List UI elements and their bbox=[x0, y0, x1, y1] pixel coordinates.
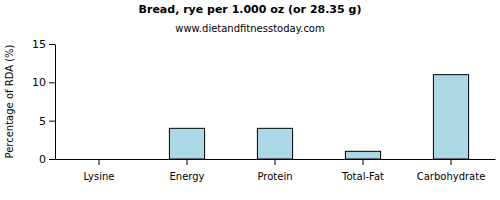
bars bbox=[169, 75, 468, 159]
y-tick-label: 10 bbox=[32, 76, 46, 89]
x-tick-mark bbox=[363, 159, 364, 165]
x-tick-label: Carbohydrate bbox=[417, 171, 486, 182]
bar bbox=[433, 75, 468, 159]
bar bbox=[169, 128, 204, 159]
x-tick-mark bbox=[99, 159, 100, 165]
x-tick: Total-Fat bbox=[341, 159, 384, 182]
x-tick-label: Energy bbox=[169, 171, 204, 182]
x-tick-label: Total-Fat bbox=[341, 171, 384, 182]
x-tick: Protein bbox=[257, 159, 292, 182]
x-tick-mark bbox=[275, 159, 276, 165]
title: Bread, rye per 1.000 oz (or 28.35 g) bbox=[139, 3, 362, 16]
y-tick: 0 bbox=[39, 153, 55, 166]
y-axis: 0 5 10 15 bbox=[32, 38, 56, 166]
plot: 0 5 10 15 Lysine Energy Protein Total-Fat Carboh… bbox=[32, 38, 496, 182]
bar bbox=[345, 151, 380, 159]
x-axis: Lysine Energy Protein Total-Fat Carbohydrate bbox=[56, 159, 496, 182]
x-tick: Lysine bbox=[83, 159, 114, 182]
x-tick-mark bbox=[451, 159, 452, 165]
y-tick-label: 5 bbox=[39, 115, 46, 128]
x-tick-label: Lysine bbox=[83, 171, 114, 182]
x-tick: Energy bbox=[169, 159, 204, 182]
y-tick: 10 bbox=[32, 76, 55, 89]
chart: Bread, rye per 1.000 oz (or 28.35 g) www.… bbox=[0, 0, 500, 200]
bar bbox=[81, 159, 116, 160]
y-tick: 5 bbox=[39, 115, 55, 128]
y-tick-label: 15 bbox=[32, 38, 46, 51]
y-tick-label: 0 bbox=[39, 153, 46, 166]
x-tick: Carbohydrate bbox=[417, 159, 486, 182]
x-tick-label: Protein bbox=[257, 171, 292, 182]
bar bbox=[257, 128, 292, 159]
y-tick-mark bbox=[49, 121, 55, 122]
y-axis-title: Percentage of RDA (%) bbox=[4, 44, 15, 158]
subtitle: www.dietandfitnesstoday.com bbox=[175, 23, 324, 34]
y-axis-line bbox=[55, 45, 56, 160]
y-tick-mark bbox=[49, 82, 55, 83]
y-tick-mark bbox=[49, 159, 55, 160]
y-tick: 15 bbox=[32, 38, 55, 51]
y-tick-mark bbox=[49, 44, 55, 45]
x-tick-mark bbox=[187, 159, 188, 165]
